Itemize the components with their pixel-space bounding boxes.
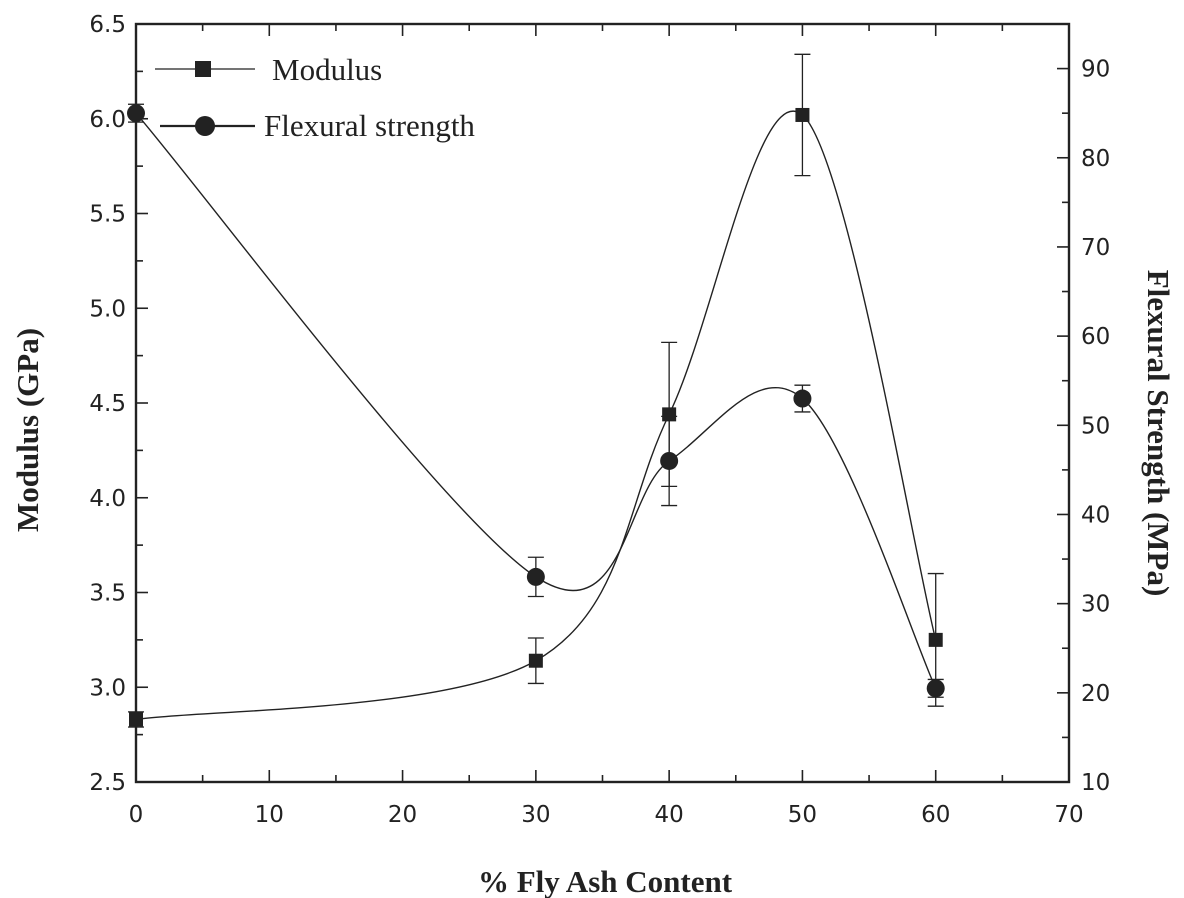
x-tick-label: 0 <box>129 802 144 828</box>
legend-label-modulus: Modulus <box>272 52 382 87</box>
y-left-tick-label: 5.0 <box>89 296 126 322</box>
x-tick-label: 50 <box>788 802 817 828</box>
legend-marker-flexural <box>195 116 215 136</box>
x-tick-label: 10 <box>255 802 284 828</box>
flexural-point <box>660 451 679 470</box>
x-tick-label: 20 <box>388 802 417 828</box>
y-left-tick-label: 2.5 <box>89 770 126 796</box>
flexural-point <box>793 389 812 408</box>
series-markers <box>127 104 945 727</box>
y-axis-left-title: Modulus (GPa) <box>10 328 45 532</box>
y-left-tick-label: 5.5 <box>89 202 126 228</box>
modulus-point <box>129 712 143 727</box>
y-left-tick-label: 6.5 <box>89 12 126 38</box>
y-right-tick-label: 80 <box>1081 146 1110 172</box>
y-left-tick-label: 6.0 <box>89 107 126 133</box>
y-axis-right-title: Flexural Strength (MPa) <box>1141 270 1176 597</box>
y-right-tick-label: 20 <box>1081 681 1110 707</box>
x-axis-title: % Fly Ash Content <box>478 864 733 898</box>
error-bars <box>128 53 944 728</box>
y-right-tick-label: 10 <box>1081 770 1110 796</box>
axes <box>134 22 1071 784</box>
x-tick-label: 40 <box>655 802 684 828</box>
y-right-tick-label: 30 <box>1081 592 1110 618</box>
modulus-point <box>662 407 677 422</box>
y-right-tick-label: 70 <box>1081 235 1110 261</box>
y-right-tick-label: 50 <box>1081 413 1110 439</box>
y-right-tick-label: 90 <box>1081 57 1110 83</box>
flexural-point <box>127 104 145 123</box>
flexural-point <box>926 679 945 698</box>
series-curves <box>135 110 937 721</box>
y-left-tick-label: 3.5 <box>89 581 126 607</box>
x-tick-label: 30 <box>521 802 550 828</box>
y-right-tick-label: 40 <box>1081 502 1110 528</box>
x-tick-label: 60 <box>921 802 950 828</box>
modulus-point <box>528 653 543 668</box>
modulus-point <box>928 632 943 647</box>
modulus-point <box>795 107 810 122</box>
tick-labels: 0 10 20 30 40 50 60 70 2.5 3.0 3.5 4.0 4.5 5.0 5.5 6.0 6… <box>89 12 1110 828</box>
flexural-point <box>526 567 545 586</box>
legend: Modulus Flexural strength <box>155 52 475 143</box>
legend-marker-modulus <box>195 61 211 77</box>
modulus-curve <box>135 110 937 721</box>
y-left-tick-label: 3.0 <box>89 675 126 701</box>
y-right-tick-label: 60 <box>1081 324 1110 350</box>
flexural-curve <box>135 112 937 689</box>
y-left-tick-label: 4.0 <box>89 486 126 512</box>
legend-label-flexural: Flexural strength <box>264 108 475 143</box>
y-left-tick-label: 4.5 <box>89 391 126 417</box>
x-tick-label: 70 <box>1054 802 1083 828</box>
